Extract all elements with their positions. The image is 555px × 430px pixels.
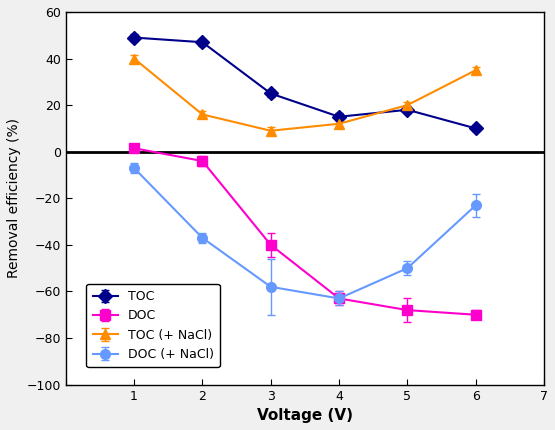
Legend: TOC, DOC, TOC (+ NaCl), DOC (+ NaCl): TOC, DOC, TOC (+ NaCl), DOC (+ NaCl) [87, 284, 220, 367]
Y-axis label: Removal efficiency (%): Removal efficiency (%) [7, 118, 21, 278]
X-axis label: Voltage (V): Voltage (V) [257, 408, 353, 423]
